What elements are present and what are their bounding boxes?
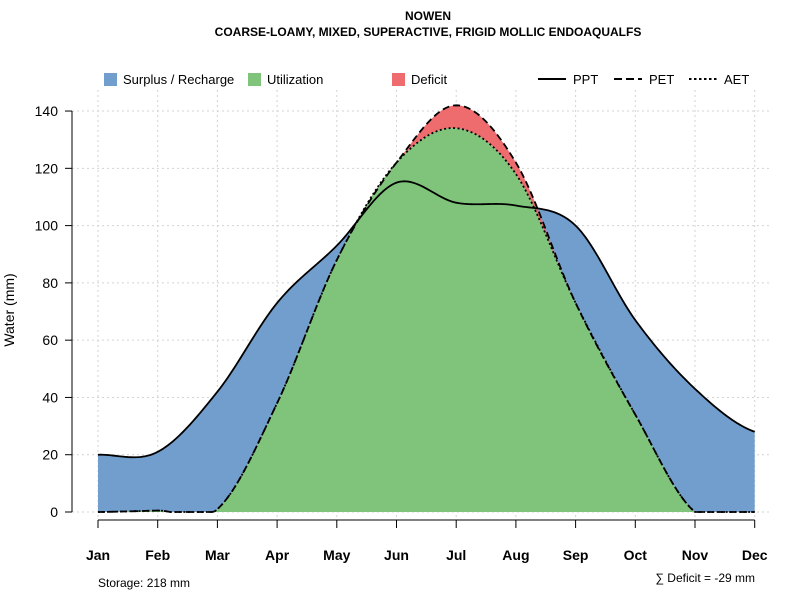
x-tick-label: Feb [145, 547, 170, 563]
x-tick-label: Mar [205, 547, 230, 563]
legend-label: Deficit [411, 72, 448, 87]
x-tick-label: Oct [624, 547, 648, 563]
legend-swatch [104, 73, 117, 86]
y-tick-label: 100 [35, 218, 59, 234]
x-tick-label: Sep [563, 547, 589, 563]
series-lines [97, 104, 756, 513]
legend-label: Surplus / Recharge [123, 72, 234, 87]
x-tick-label: Aug [502, 547, 529, 563]
legend-label: PET [649, 72, 674, 87]
y-tick-label: 60 [42, 332, 58, 348]
y-tick-label: 40 [42, 389, 58, 405]
x-tick-label: Nov [682, 547, 709, 563]
legend-swatch [392, 73, 405, 86]
y-axis-label: Water (mm) [1, 273, 17, 346]
y-tick-label: 80 [42, 275, 58, 291]
y-tick-label: 140 [35, 103, 59, 119]
deficit-note: ∑ Deficit = -29 mm [655, 571, 755, 585]
y-tick-label: 20 [42, 447, 58, 463]
legend: Surplus / Recharge Utilization Deficit PPT P… [104, 72, 749, 87]
x-tick-label: Dec [742, 547, 768, 563]
utilization-area [98, 128, 755, 512]
x-tick-label: May [323, 547, 350, 563]
x-tick-label: Apr [265, 547, 290, 563]
y-tick-label: 120 [35, 160, 59, 176]
legend-label: PPT [573, 72, 598, 87]
area-fills [98, 105, 755, 513]
chart-title: NOWEN [405, 9, 451, 23]
x-tick-label: Jan [86, 547, 110, 563]
storage-note: Storage: 218 mm [98, 576, 190, 590]
x-tick-label: Jun [384, 547, 409, 563]
x-tick-label: Jul [446, 547, 466, 563]
y-tick-label: 0 [50, 504, 58, 520]
legend-label: AET [724, 72, 749, 87]
series-line-ppt [97, 180, 756, 459]
axes: 0 20 40 60 80 100 120 140 Jan Feb Mar Apr May Jun Jul A… [35, 103, 768, 563]
legend-swatch [248, 73, 261, 86]
series-line-aet [97, 127, 755, 513]
legend-label: Utilization [267, 72, 323, 87]
chart-subtitle: COARSE-LOAMY, MIXED, SUPERACTIVE, FRIGID… [215, 25, 642, 39]
